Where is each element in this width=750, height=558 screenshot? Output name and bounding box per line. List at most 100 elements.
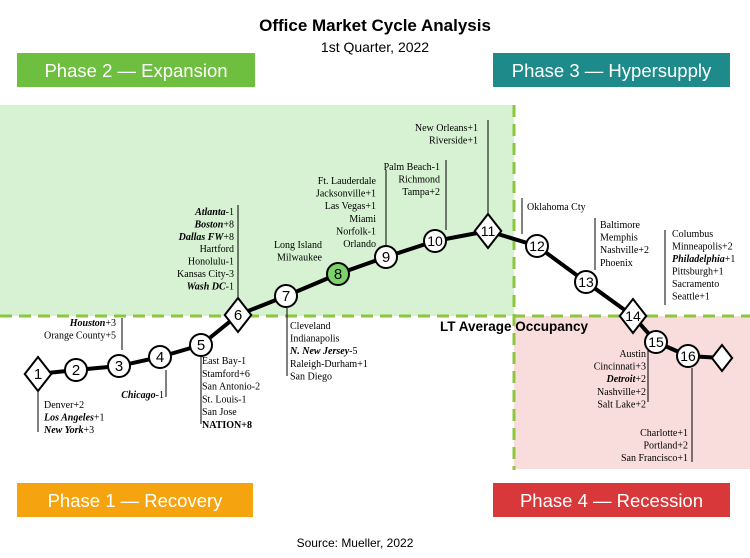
cycle-node-5: 5 (189, 333, 213, 357)
market-entry: Memphis (600, 233, 638, 244)
market-entry: N. New Jersey-5 (289, 346, 358, 357)
market-change: +2 (722, 242, 733, 253)
market-change: -1 (368, 226, 376, 237)
occupancy-label: LT Average Occupancy (440, 319, 589, 334)
market-entry: Wash DC-1 (187, 281, 234, 292)
node-circle (274, 284, 298, 308)
market-entry: Riverside+1 (429, 136, 478, 147)
market-entry: Raleigh-Durham+1 (290, 359, 368, 370)
market-entry: Houston+3 (69, 318, 116, 329)
market-change: +1 (677, 428, 688, 439)
node-circle (423, 229, 447, 253)
market-entry: Milwaukee (277, 253, 323, 264)
market-group-14: ColumbusMinneapolis+2Philadelphia+1Pitts… (664, 229, 735, 305)
market-change: +2 (635, 387, 646, 398)
recession-region (514, 316, 750, 469)
market-entry: San Antonio-2 (202, 382, 260, 393)
market-change: -2 (252, 382, 260, 393)
node-number: 10 (427, 233, 443, 249)
market-entry: Cincinnati+3 (594, 362, 646, 373)
market-entry: Las Vegas+1 (325, 201, 376, 212)
market-entry: NATION+8 (202, 420, 252, 431)
market-entry: Indianapolis (290, 334, 340, 345)
market-name: Indianapolis (290, 334, 340, 345)
market-change: +1 (699, 292, 710, 303)
market-name: Denver (44, 400, 74, 411)
market-name: San Diego (290, 371, 332, 382)
market-name: Wash DC (187, 281, 226, 292)
market-entry: Charlotte+1 (640, 428, 688, 439)
node-number: 11 (481, 223, 496, 239)
market-name: Ft. Lauderdale (318, 176, 377, 187)
market-change: +1 (467, 123, 478, 134)
market-name: Riverside (429, 136, 468, 147)
market-change: +2 (635, 399, 646, 410)
market-name: Houston (69, 318, 106, 329)
node-circle (374, 245, 398, 269)
market-name: East Bay (202, 356, 238, 367)
market-name: NATION (202, 420, 242, 431)
node-diamond (473, 212, 503, 250)
market-name: Tampa (402, 187, 430, 198)
node-number: 7 (282, 288, 290, 305)
phase4-banner (493, 483, 730, 517)
market-change: +3 (105, 318, 116, 329)
market-group-4: Chicago-1 (121, 370, 167, 401)
market-name: Charlotte (640, 428, 678, 439)
source-note: Source: Mueller, 2022 (297, 536, 414, 550)
market-change: +1 (713, 267, 724, 278)
market-change: +8 (223, 219, 234, 230)
market-change: +1 (357, 359, 368, 370)
node-number: 13 (578, 274, 594, 290)
market-name: Atlanta (194, 207, 226, 218)
market-name: New Orleans (415, 123, 468, 134)
market-entry: San Francisco+1 (621, 453, 688, 464)
market-name: Orlando (343, 239, 376, 250)
market-change: -1 (226, 207, 234, 218)
node-number: 9 (382, 249, 390, 266)
market-entry: Chicago-1 (121, 390, 164, 401)
market-name: St. Louis (202, 394, 238, 405)
market-change: +1 (94, 413, 105, 424)
market-entry: Philadelphia+1 (672, 254, 735, 265)
market-name: Stamford (202, 369, 239, 380)
node-circle (189, 333, 213, 357)
market-entry: New Orleans+1 (415, 123, 478, 134)
market-name: Nashville (597, 387, 636, 398)
market-change: +5 (105, 331, 116, 342)
market-name: Jacksonville (316, 189, 366, 200)
market-entry: St. Louis-1 (202, 394, 246, 405)
market-group-3: Houston+3 Orange County+5 (44, 318, 123, 350)
node-diamond (710, 343, 734, 373)
market-change: +2 (635, 374, 646, 385)
market-entry: Baltimore (600, 220, 641, 231)
market-name: San Antonio (202, 382, 252, 393)
market-name: Baltimore (600, 220, 641, 231)
market-entry: Palm Beach-1 (384, 162, 440, 173)
market-name: Dallas FW (178, 232, 225, 243)
market-entry: Nashville+2 (600, 245, 649, 256)
market-change: +3 (84, 425, 95, 436)
market-change: +8 (223, 232, 234, 243)
market-entry: Orange County+5 (44, 331, 116, 342)
market-entry: Kansas City-3 (177, 269, 234, 280)
market-name: Richmond (398, 175, 440, 186)
market-entry: Phoenix (600, 258, 633, 269)
market-entry: Nashville+2 (597, 387, 646, 398)
market-name: San Francisco (621, 453, 677, 464)
market-entry: Columbus (672, 229, 713, 240)
market-change: -1 (226, 257, 234, 268)
market-name: Seattle (672, 292, 700, 303)
node-circle (148, 345, 172, 369)
market-change: +1 (365, 189, 376, 200)
market-name: Chicago (121, 390, 155, 401)
cycle-node-16: 16 (676, 344, 700, 368)
market-entry: Tampa+2 (402, 187, 440, 198)
phase1-label: Phase 1 — Recovery (48, 490, 224, 511)
cycle-node-11: 11 (473, 212, 503, 250)
market-entry: Boston+8 (193, 219, 234, 230)
